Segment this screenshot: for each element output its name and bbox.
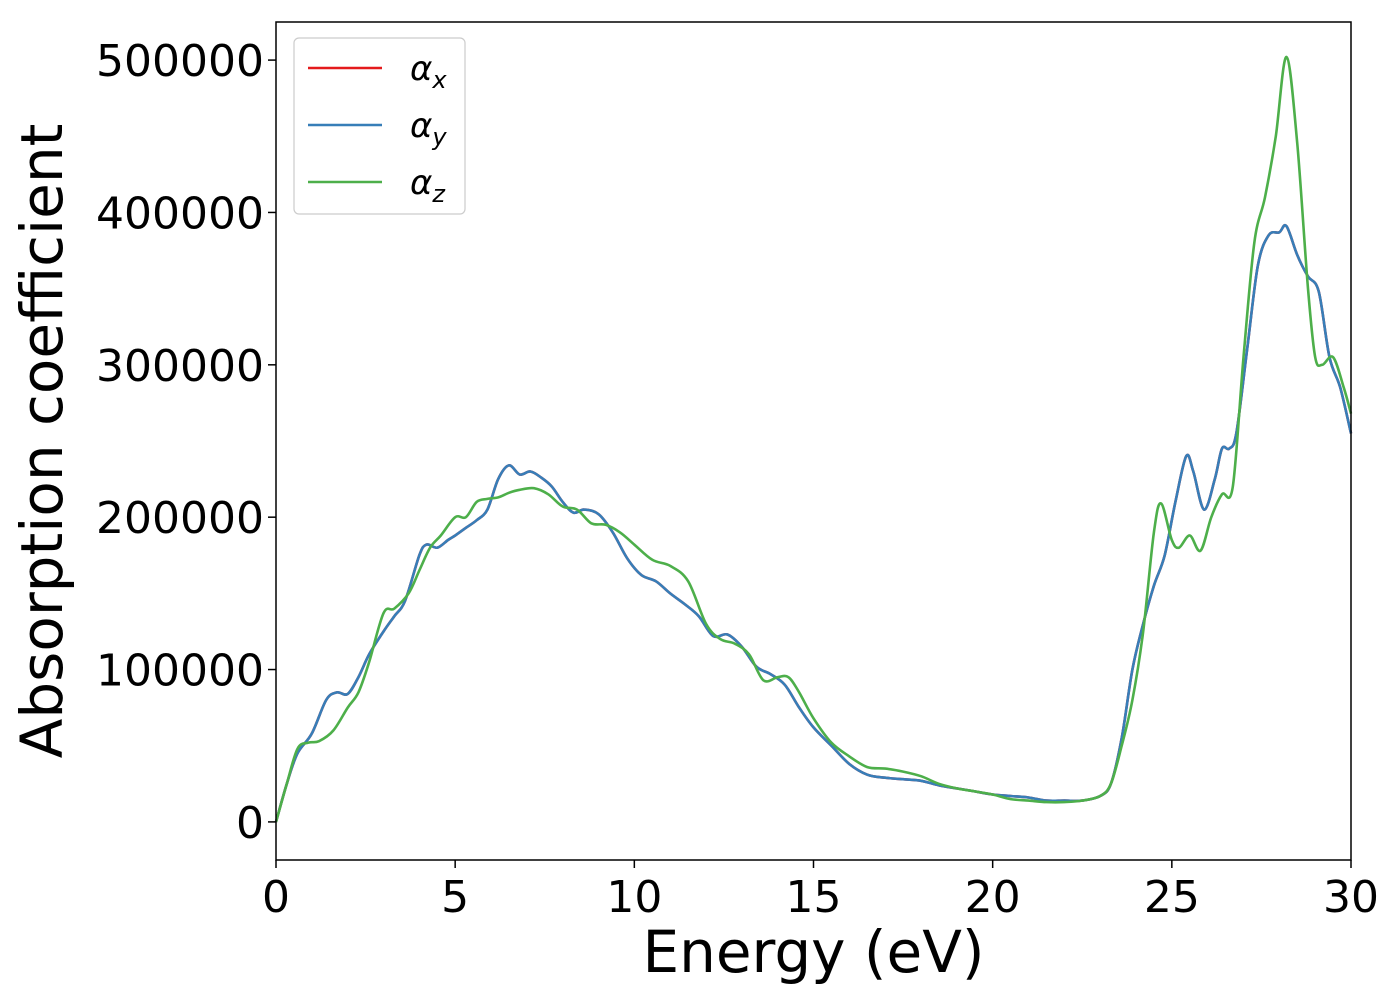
y-tick-label: 200000 — [96, 493, 264, 544]
x-tick-label: 20 — [965, 872, 1021, 923]
series-line-alpha-z — [274, 55, 1353, 823]
series-layer — [274, 55, 1353, 823]
y-axis-label: Absorption coefficient — [8, 124, 76, 759]
x-tick-label: 30 — [1323, 872, 1379, 923]
series-line-alpha-x — [274, 224, 1353, 823]
x-tick-label: 10 — [606, 872, 662, 923]
x-axis: 0 5 10 15 20 25 30 — [262, 860, 1379, 923]
y-axis: 0 100000 200000 300000 400000 500000 — [96, 36, 276, 849]
legend-label-alpha-x: αx — [410, 49, 447, 94]
y-tick-label: 100000 — [96, 646, 264, 697]
x-tick-label: 15 — [786, 872, 842, 923]
series-line-alpha-y — [274, 224, 1353, 823]
y-tick-label: 400000 — [96, 188, 264, 239]
x-tick-label: 5 — [441, 872, 469, 923]
x-tick-label: 25 — [1144, 872, 1200, 923]
legend: αx αy αz — [293, 37, 466, 215]
x-axis-label: Energy (eV) — [642, 918, 984, 986]
y-tick-label: 500000 — [96, 36, 264, 87]
y-tick-label: 0 — [236, 798, 264, 849]
x-tick-label: 0 — [262, 872, 290, 923]
legend-label-alpha-y: αy — [410, 106, 447, 151]
y-tick-label: 300000 — [96, 341, 264, 392]
legend-label-alpha-z: αz — [410, 163, 446, 208]
